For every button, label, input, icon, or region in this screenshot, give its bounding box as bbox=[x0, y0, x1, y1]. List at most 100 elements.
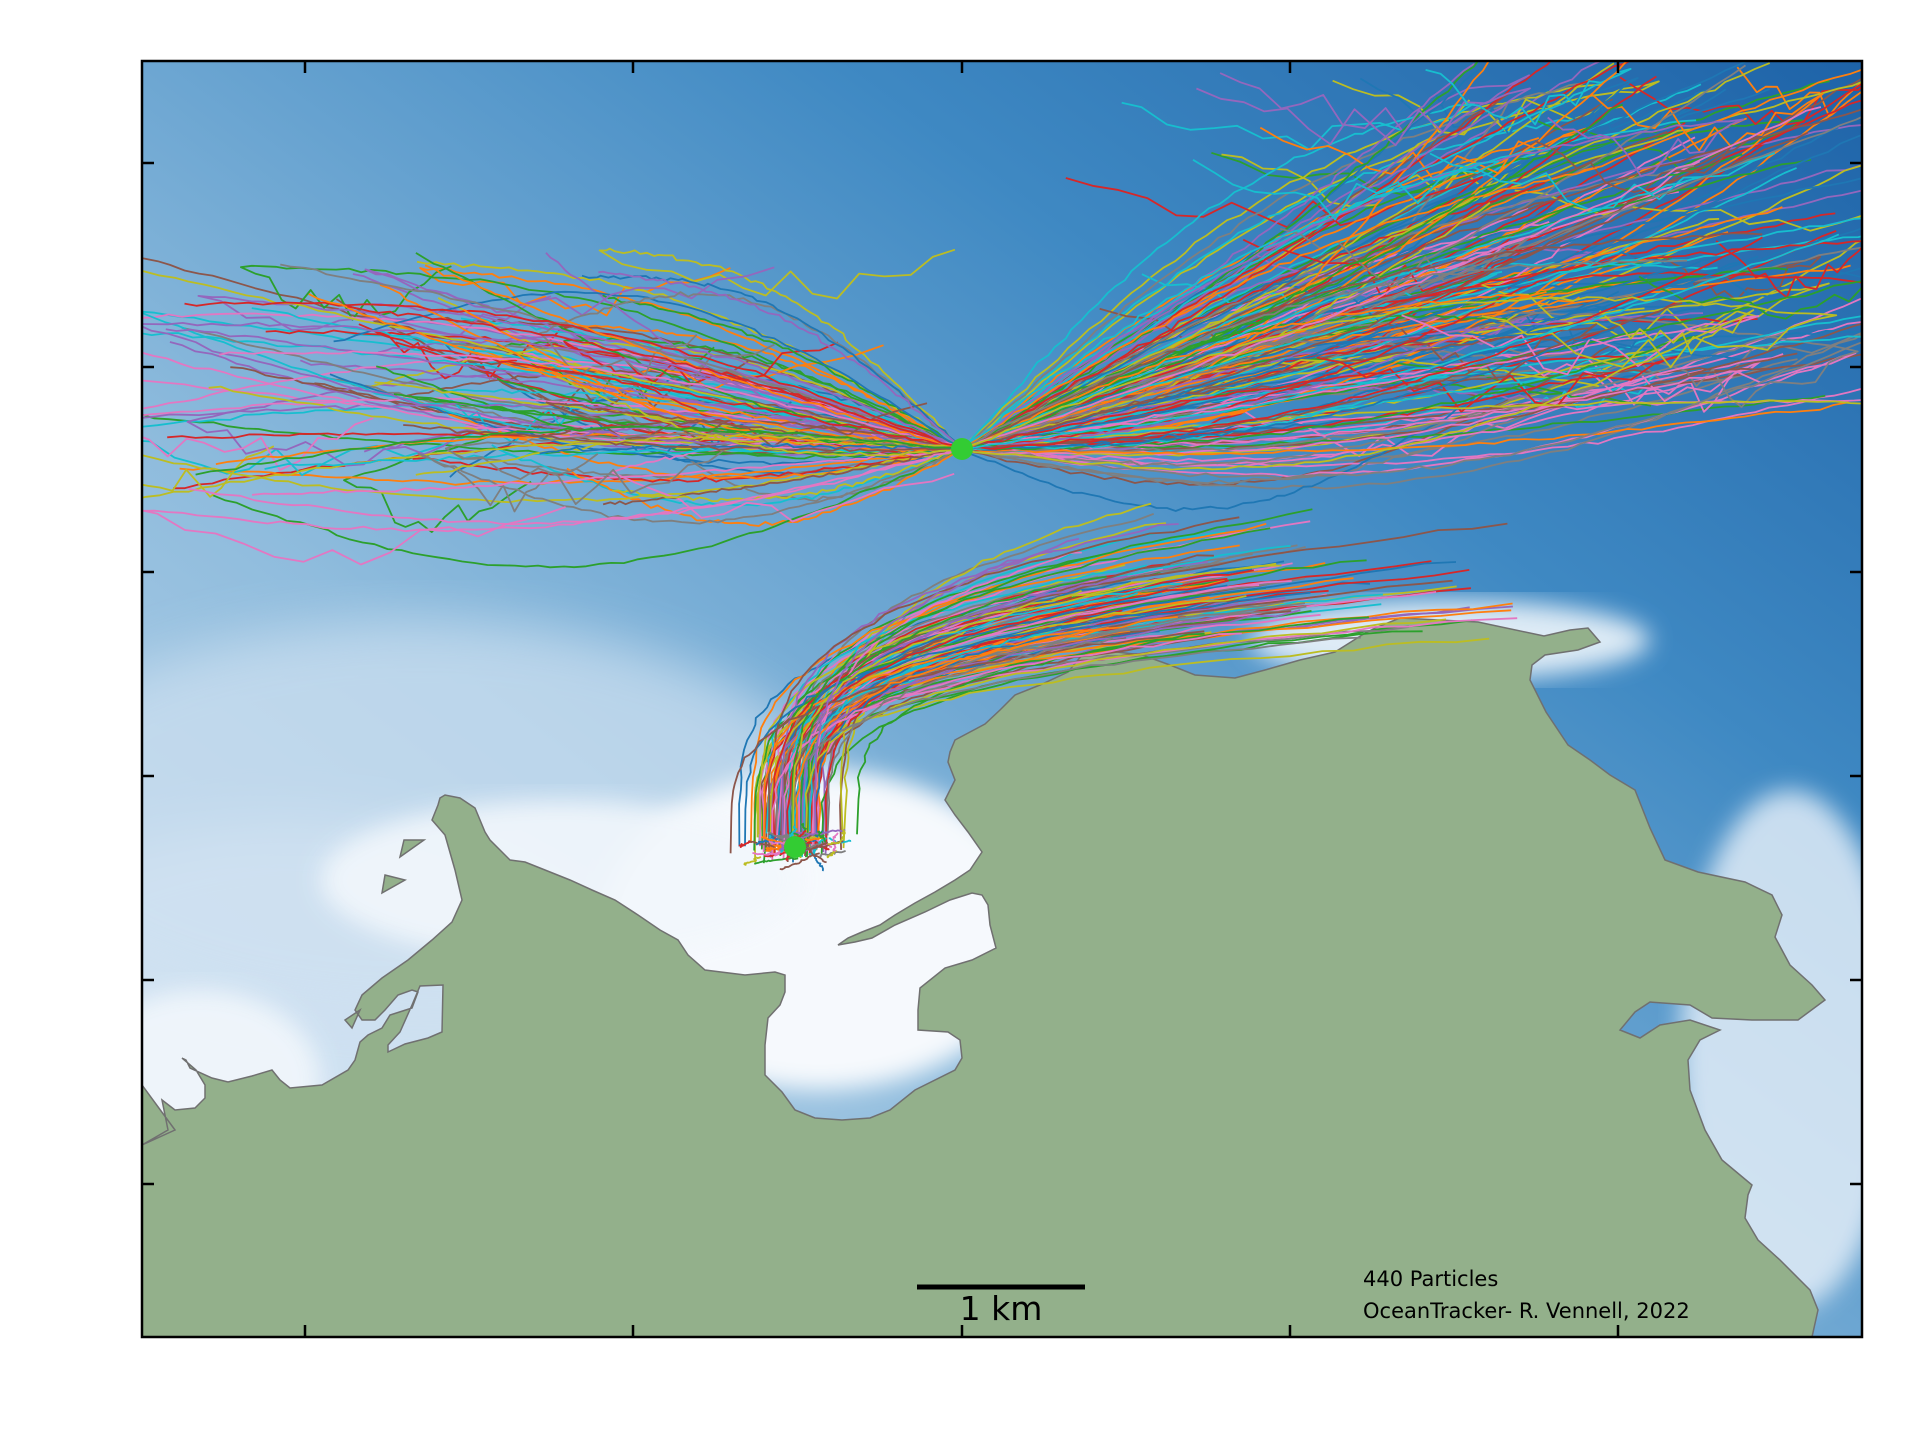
particle-track bbox=[188, 445, 963, 526]
particle-track bbox=[800, 575, 1107, 845]
particle-track bbox=[962, 62, 1771, 450]
particle-track bbox=[963, 236, 1763, 451]
particle-track bbox=[729, 630, 1205, 854]
particle-track bbox=[960, 61, 1632, 450]
particle-track bbox=[963, 351, 1639, 468]
particle-track bbox=[826, 637, 1114, 836]
particle-track bbox=[308, 293, 961, 449]
particle-track bbox=[961, 330, 1789, 454]
particle-track bbox=[142, 321, 963, 450]
particle-track bbox=[962, 315, 1862, 450]
particle-tracks bbox=[142, 61, 1862, 872]
particle-track bbox=[197, 295, 964, 448]
particle-track bbox=[792, 564, 1282, 844]
particle-track bbox=[767, 516, 1240, 852]
islet-south bbox=[381, 874, 408, 895]
map-area bbox=[142, 61, 1862, 1337]
particle-track bbox=[959, 101, 1476, 450]
particle-track bbox=[961, 322, 1576, 451]
particle-track bbox=[962, 370, 1742, 451]
particle-track bbox=[195, 425, 963, 476]
particle-track bbox=[757, 562, 1277, 835]
particle-track bbox=[813, 550, 1053, 847]
particle-track bbox=[755, 838, 779, 846]
particle-track bbox=[827, 829, 846, 846]
particle-track bbox=[611, 448, 963, 503]
particle-track bbox=[962, 217, 1862, 451]
particle-track bbox=[368, 303, 962, 450]
particle-track bbox=[962, 334, 1701, 451]
islet-north bbox=[398, 839, 427, 859]
particle-track bbox=[753, 593, 1198, 863]
particle-track bbox=[750, 544, 1240, 843]
particle-track bbox=[961, 152, 1776, 451]
particle-track bbox=[179, 448, 961, 486]
particle-track bbox=[962, 139, 1749, 450]
map-frame bbox=[140, 59, 1864, 1339]
particle-track bbox=[961, 115, 1862, 451]
particle-track bbox=[779, 852, 820, 871]
credit-label: OceanTracker- R. Vennell, 2022 bbox=[1363, 1299, 1690, 1323]
particle-track bbox=[962, 311, 1859, 450]
land-mass bbox=[142, 617, 1827, 1337]
particle-track bbox=[962, 201, 1491, 451]
particle-track bbox=[960, 61, 1552, 450]
particle-track bbox=[792, 636, 1361, 841]
particle-track bbox=[602, 447, 963, 506]
particle-track bbox=[832, 832, 839, 853]
release-point-offshore bbox=[951, 438, 973, 460]
scale-bar-label: 1 km bbox=[960, 1289, 1043, 1328]
particle-track bbox=[142, 413, 962, 457]
particle-track bbox=[184, 301, 961, 450]
particle-track bbox=[218, 350, 962, 451]
particle-track bbox=[962, 302, 1683, 452]
particle-track bbox=[450, 342, 961, 451]
particle-track bbox=[347, 305, 964, 453]
particle-track bbox=[962, 259, 1688, 449]
particle-track bbox=[961, 68, 1632, 450]
particle-track bbox=[790, 527, 1271, 846]
particle-track bbox=[539, 291, 962, 449]
particle-track bbox=[961, 328, 1615, 450]
particle-track bbox=[754, 856, 799, 865]
particle-track bbox=[803, 841, 827, 864]
particle-track bbox=[962, 108, 1862, 450]
particle-track bbox=[771, 632, 1242, 861]
particle-track bbox=[142, 446, 964, 566]
particle-track bbox=[752, 850, 781, 856]
particle-track bbox=[556, 375, 964, 457]
particle-track bbox=[962, 401, 1849, 456]
particle-track bbox=[963, 341, 1862, 480]
particle-track bbox=[961, 117, 1578, 449]
particle-track bbox=[961, 355, 1625, 450]
particle-track bbox=[142, 325, 963, 451]
particle-track bbox=[142, 445, 962, 504]
particle-track bbox=[820, 619, 1473, 855]
particle-count-label: 440 Particles bbox=[1363, 1267, 1498, 1291]
particle-track bbox=[142, 270, 961, 449]
release-point-harbour bbox=[784, 836, 806, 858]
particle-track bbox=[961, 309, 1755, 471]
particle-track bbox=[960, 273, 1554, 450]
axis-ticks bbox=[142, 61, 1862, 1337]
particle-track bbox=[798, 828, 846, 839]
particle-track bbox=[598, 247, 962, 451]
particle-track bbox=[412, 447, 961, 483]
particle-track bbox=[738, 840, 751, 848]
particle-track bbox=[963, 166, 1598, 450]
release-points bbox=[784, 438, 973, 858]
particle-track bbox=[753, 586, 1267, 851]
particle-track bbox=[961, 167, 1797, 451]
particle-track bbox=[743, 855, 762, 866]
particle-track bbox=[962, 159, 1500, 448]
particle-track bbox=[581, 274, 964, 451]
particle-track bbox=[415, 433, 962, 476]
particle-track bbox=[962, 314, 1760, 450]
particle-track bbox=[802, 841, 829, 853]
particle-track bbox=[804, 618, 1447, 845]
particle-track bbox=[961, 296, 1838, 449]
particle-track bbox=[602, 294, 961, 450]
particle-track bbox=[598, 270, 964, 450]
